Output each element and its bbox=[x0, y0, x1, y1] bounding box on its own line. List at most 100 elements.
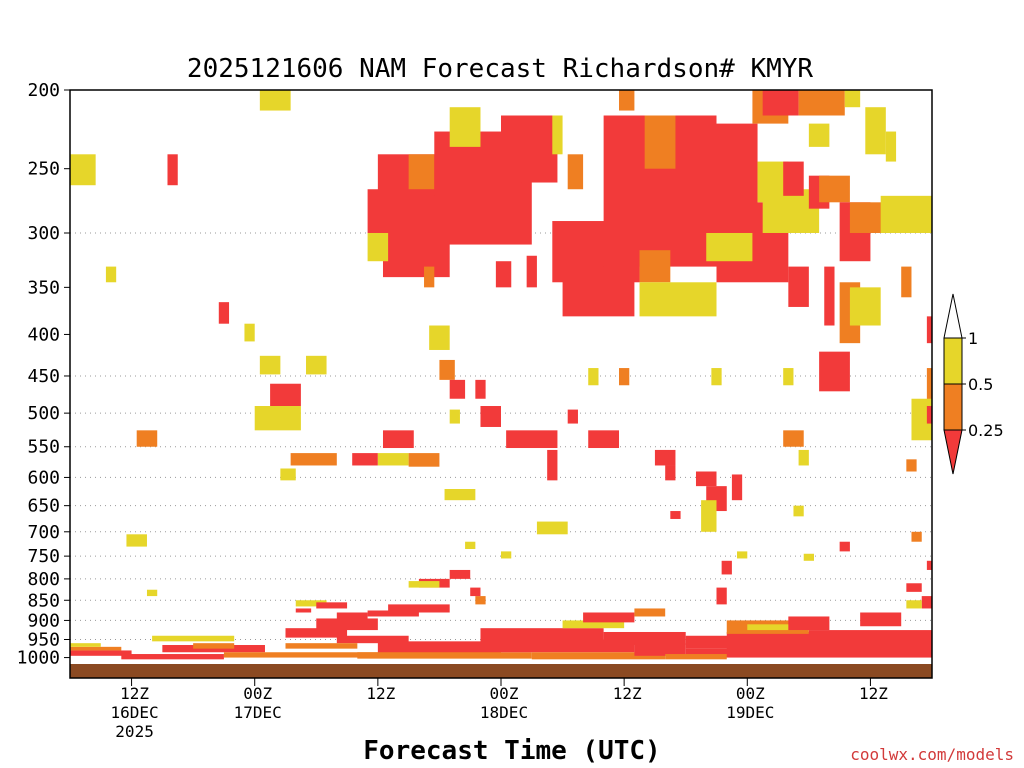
ri-cell-red bbox=[270, 383, 301, 407]
ri-cell-orange bbox=[193, 643, 235, 649]
ri-cell-red bbox=[731, 474, 743, 501]
ri-cell-red bbox=[475, 379, 486, 399]
ri-cell-yellow bbox=[706, 232, 753, 262]
richardson-cells bbox=[70, 90, 932, 660]
ri-cell-yellow bbox=[588, 368, 599, 386]
ri-cell-red bbox=[588, 430, 620, 449]
ground-strip bbox=[70, 660, 932, 678]
ri-cell-red bbox=[121, 654, 224, 660]
source-credit: coolwx.com/models bbox=[850, 745, 1014, 764]
ri-cell-red bbox=[839, 541, 850, 552]
ri-cell-orange bbox=[223, 652, 399, 658]
ri-cell-red bbox=[721, 560, 732, 575]
ri-cell-red bbox=[824, 266, 835, 326]
ri-cell-red bbox=[906, 583, 922, 592]
ri-cell-orange bbox=[357, 652, 532, 659]
ri-cell-orange bbox=[439, 359, 455, 380]
colorbar-label-1: 1 bbox=[968, 329, 978, 348]
x-tick-label: 18DEC bbox=[480, 703, 528, 722]
ri-cell-orange bbox=[906, 459, 917, 472]
ri-cell-red bbox=[634, 643, 686, 656]
ri-cell-red bbox=[506, 430, 558, 449]
ri-cell-red bbox=[788, 616, 830, 631]
ri-cell-yellow bbox=[444, 488, 476, 501]
ri-cell-orange bbox=[531, 652, 666, 660]
ri-cell-orange bbox=[911, 531, 922, 542]
ri-cell-red bbox=[716, 587, 727, 605]
ri-cell-orange bbox=[567, 154, 584, 190]
ri-cell-yellow bbox=[146, 589, 158, 597]
ri-cell-red bbox=[167, 154, 178, 186]
ri-cell-red bbox=[926, 406, 932, 424]
y-tick-label-350: 350 bbox=[27, 277, 60, 298]
x-axis-label: Forecast Time (UTC) bbox=[363, 736, 660, 766]
ri-cell-red bbox=[316, 602, 348, 609]
y-tick-label-600: 600 bbox=[27, 467, 60, 488]
ri-cell-red bbox=[926, 560, 932, 570]
ri-cell-yellow bbox=[808, 123, 830, 147]
ri-cell-yellow bbox=[377, 453, 409, 466]
ri-cell-yellow bbox=[552, 115, 563, 155]
ri-cell-red bbox=[449, 379, 466, 399]
ri-cell-yellow bbox=[501, 551, 512, 559]
ri-cell-red bbox=[388, 604, 450, 613]
ri-cell-red bbox=[495, 261, 512, 288]
y-tick-label-850: 850 bbox=[27, 590, 60, 611]
colorbar-above-1 bbox=[943, 293, 963, 339]
ri-cell-orange bbox=[819, 175, 850, 203]
ri-cell-orange bbox=[408, 453, 440, 467]
ri-cell-red bbox=[921, 596, 932, 609]
ri-cell-red bbox=[501, 639, 635, 653]
ri-cell-yellow bbox=[105, 266, 117, 283]
x-tick-label: 12Z bbox=[613, 684, 642, 703]
ri-cell-yellow bbox=[259, 90, 291, 111]
y-tick-label-650: 650 bbox=[27, 496, 60, 517]
ri-cell-yellow bbox=[880, 195, 932, 233]
ri-cell-red bbox=[926, 316, 932, 344]
colorbar-legend: 1 0.5 0.25 bbox=[943, 293, 1004, 475]
ri-cell-yellow bbox=[429, 325, 450, 350]
ri-cell-red bbox=[788, 266, 809, 307]
ri-cell-red bbox=[808, 630, 932, 644]
ri-cell-orange bbox=[634, 608, 666, 617]
ri-cell-red bbox=[583, 612, 635, 623]
ri-cell-red bbox=[665, 465, 676, 481]
x-tick-label: 17DEC bbox=[234, 703, 282, 722]
y-tick-label-300: 300 bbox=[27, 223, 60, 244]
ri-cell-red bbox=[783, 161, 804, 196]
ri-cell-yellow bbox=[639, 282, 717, 317]
ri-cell-yellow bbox=[449, 409, 460, 424]
ri-cell-yellow bbox=[244, 323, 255, 342]
ri-cell-orange bbox=[136, 430, 158, 447]
ri-cell-yellow bbox=[849, 287, 881, 326]
ri-cell-red bbox=[603, 631, 686, 646]
ri-cell-orange bbox=[926, 368, 932, 421]
ri-cell-red bbox=[70, 650, 132, 656]
ri-cell-yellow bbox=[280, 468, 296, 481]
colorbar-label-0.5: 0.5 bbox=[968, 375, 993, 394]
ri-cell-yellow bbox=[152, 635, 235, 642]
ri-cell-orange bbox=[644, 115, 676, 169]
ri-cell-yellow bbox=[793, 505, 804, 517]
ri-cell-red bbox=[295, 608, 312, 613]
y-tick-label-700: 700 bbox=[27, 522, 60, 543]
ri-cell-yellow bbox=[367, 232, 389, 262]
ri-cell-yellow bbox=[803, 553, 814, 561]
x-tick-label: 12Z bbox=[120, 684, 149, 703]
ri-cell-yellow bbox=[449, 107, 481, 147]
y-tick-label-750: 750 bbox=[27, 546, 60, 567]
y-tick-label-900: 900 bbox=[27, 610, 60, 631]
ri-cell-red bbox=[382, 430, 414, 449]
ri-cell-yellow bbox=[737, 551, 748, 559]
ri-cell-red bbox=[382, 232, 450, 278]
ri-cell-red bbox=[352, 453, 378, 466]
ri-cell-orange bbox=[290, 453, 337, 466]
y-tick-label-400: 400 bbox=[27, 324, 60, 345]
ri-cell-yellow bbox=[865, 107, 886, 155]
ri-cell-orange bbox=[783, 430, 804, 447]
ri-cell-red bbox=[218, 302, 230, 324]
ri-cell-orange bbox=[798, 90, 845, 116]
y-tick-label-450: 450 bbox=[27, 366, 60, 387]
